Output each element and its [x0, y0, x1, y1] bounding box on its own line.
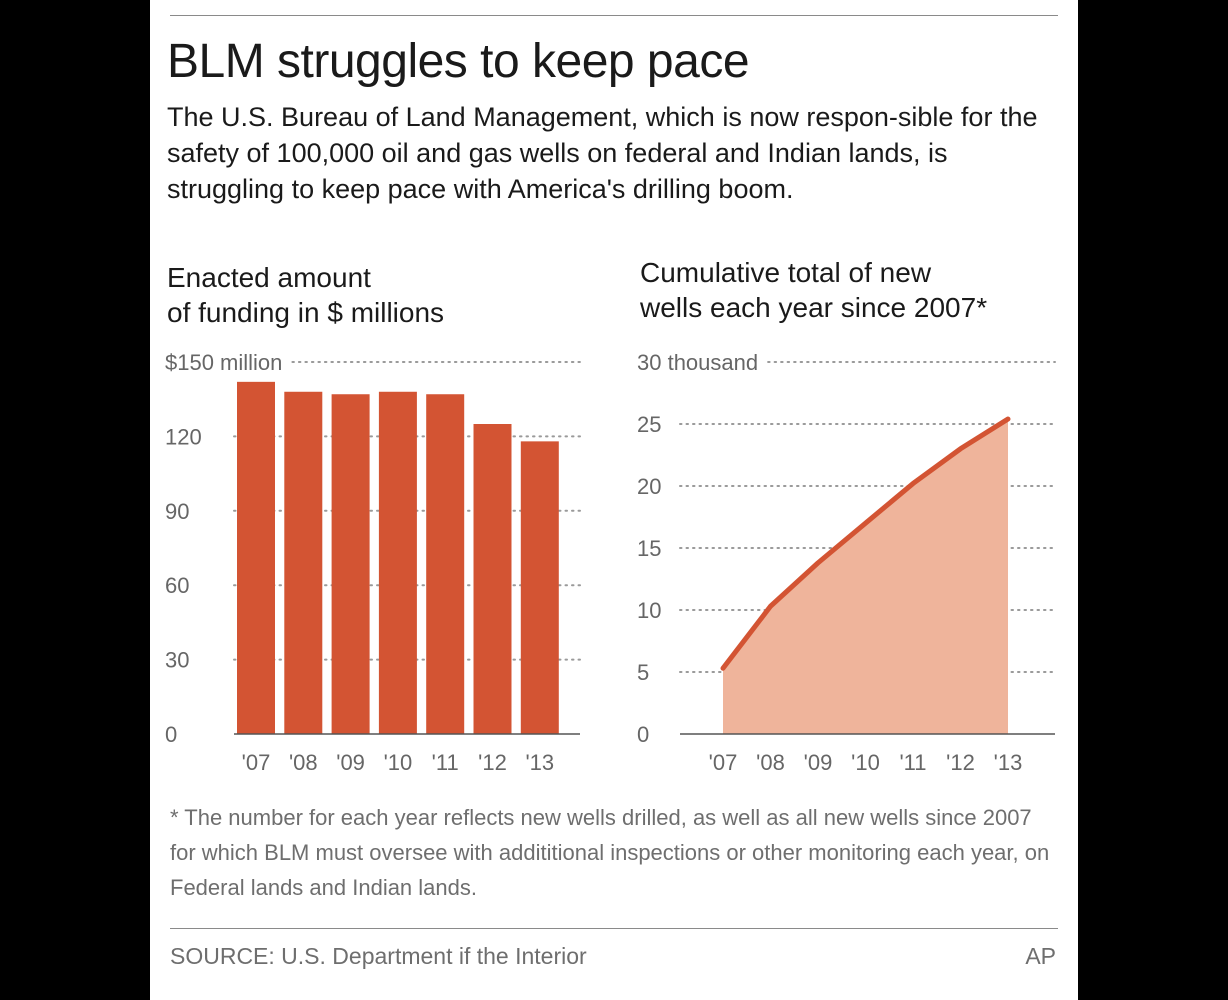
- x-tick-label: '07: [709, 750, 738, 775]
- graphic-card: BLM struggles to keep pace The U.S. Bure…: [150, 0, 1078, 1000]
- x-tick-label: '10: [851, 750, 880, 775]
- x-tick-label: '12: [478, 750, 507, 775]
- y-tick-label: 5: [637, 660, 649, 685]
- x-tick-label: '11: [432, 750, 459, 775]
- x-tick-label: '13: [525, 750, 554, 775]
- funding-chart-title: Enacted amount of funding in $ millions: [167, 262, 445, 328]
- y-tick-label: 25: [637, 412, 661, 437]
- y-tick-label: 90: [165, 499, 189, 524]
- y-tick-label: 10: [637, 598, 661, 623]
- y-tick-label: 60: [165, 573, 189, 598]
- intro-text: The U.S. Bureau of Land Management, whic…: [167, 102, 1038, 204]
- y-tick-label: 0: [637, 722, 649, 747]
- y-tick-label: 30 thousand: [637, 350, 758, 375]
- source-line: SOURCE: U.S. Department if the Interior: [170, 943, 587, 969]
- bottom-rule: [170, 928, 1058, 929]
- y-tick-label: 15: [637, 536, 661, 561]
- x-tick-label: '09: [804, 750, 833, 775]
- bar: [331, 394, 370, 734]
- charts-svg: 0 30 60 90 120 $150 million '07 '08 '09 '10 '11 '12…: [165, 350, 1056, 775]
- y-tick-label: 30: [165, 648, 189, 673]
- credit-ap: AP: [1025, 943, 1056, 969]
- footnote: * The number for each year reflects new …: [170, 805, 1050, 900]
- wells-area-chart: 0 5 10 15 20 25 30 thousand '07 '08 '09 '10 '11 '12 '…: [637, 350, 1056, 775]
- funding-bar-chart: 0 30 60 90 120 $150 million '07 '08 '09 '10 '11 '12…: [165, 350, 581, 775]
- x-tick-label: '07: [242, 750, 271, 775]
- area-fill: [723, 419, 1008, 734]
- x-tick-label: '10: [384, 750, 413, 775]
- x-tick-label: '12: [946, 750, 975, 775]
- bar: [237, 381, 275, 734]
- y-tick-label: 0: [165, 722, 177, 747]
- bar: [378, 391, 417, 734]
- x-tick-label: '09: [336, 750, 365, 775]
- wells-chart-title: Cumulative total of new wells each year …: [640, 257, 988, 323]
- top-rule: [170, 15, 1058, 16]
- x-tick-label: '13: [994, 750, 1023, 775]
- headline: BLM struggles to keep pace: [167, 35, 750, 88]
- y-tick-label: 120: [165, 424, 202, 449]
- bar: [520, 441, 559, 734]
- bar: [284, 391, 323, 734]
- y-tick-label: $150 million: [165, 350, 282, 375]
- y-tick-label: 20: [637, 474, 661, 499]
- bar: [473, 424, 512, 734]
- x-tick-label: '08: [289, 750, 318, 775]
- x-tick-label: '08: [756, 750, 785, 775]
- x-tick-label: '11: [899, 750, 926, 775]
- bar: [426, 394, 465, 734]
